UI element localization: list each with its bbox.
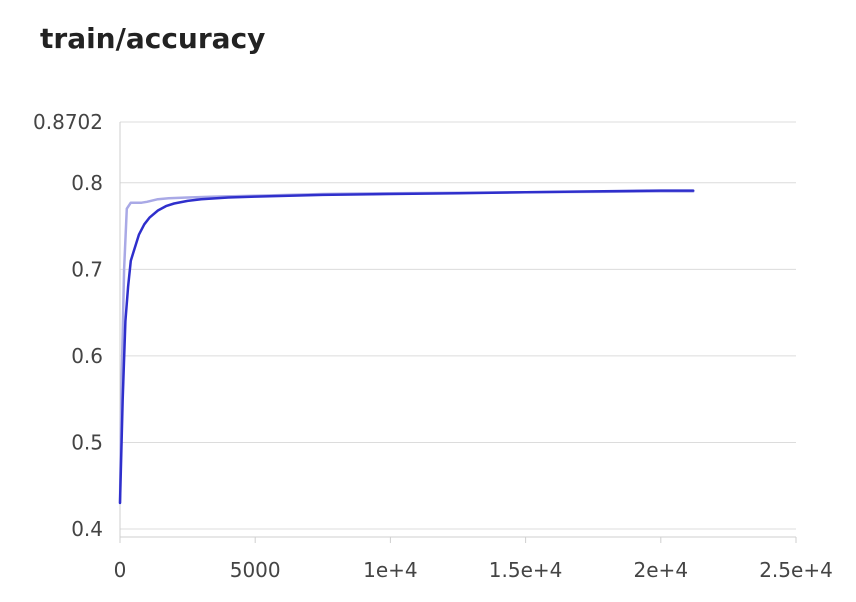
series-lines [118,189,695,505]
grid-lines [120,121,796,530]
y-tick-label: 0.5 [71,430,103,454]
x-tick-label: 0 [114,558,127,582]
y-tick-label: 0.4 [71,517,103,541]
x-tick-label: 5000 [230,558,281,582]
y-tick-label: 0.7 [71,257,103,281]
y-tick-label: 0.8702 [33,110,103,134]
y-tick-labels: 0.4 0.5 0.6 0.7 0.8 0.8702 [33,110,103,541]
x-tick-label: 1e+4 [363,558,418,582]
raw-series-line [118,190,695,505]
x-tick-label: 1.5e+4 [489,558,563,582]
y-tick-label: 0.8 [71,171,103,195]
y-tick-label: 0.6 [71,344,103,368]
axes [119,122,797,543]
smoothed-series-line [118,189,695,505]
x-tick-label: 2e+4 [634,558,689,582]
chart-title: train/accuracy [40,22,266,55]
x-tick-label: 2.5e+4 [759,558,833,582]
x-tick-labels: 0 5000 1e+4 1.5e+4 2e+4 2.5e+4 [114,558,833,582]
